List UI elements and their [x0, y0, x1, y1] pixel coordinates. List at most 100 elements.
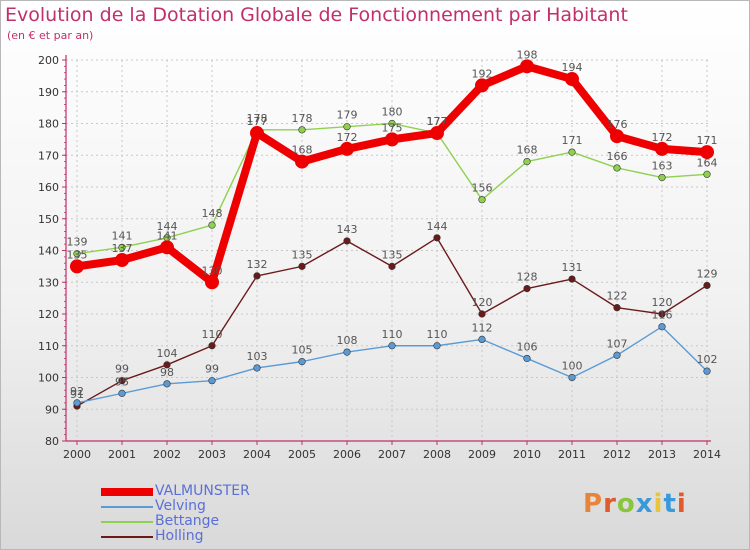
data-point-bettange — [703, 170, 711, 178]
data-point-bettange — [343, 123, 351, 131]
data-label-valmunster: 168 — [292, 144, 313, 157]
data-label-velving: 92 — [70, 385, 84, 398]
legend-label: Bettange — [155, 513, 220, 529]
data-label-holling: 110 — [202, 328, 223, 341]
data-label-bettange: 171 — [562, 134, 583, 147]
data-label-holling: 122 — [607, 290, 628, 303]
data-point-holling — [388, 262, 396, 270]
data-label-bettange: 166 — [607, 150, 628, 163]
data-label-bettange: 141 — [112, 229, 133, 242]
logo-letter: r — [603, 489, 617, 519]
data-label-holling: 104 — [157, 347, 178, 360]
data-point-valmunster — [115, 253, 129, 268]
data-label-velving: 110 — [382, 328, 403, 341]
data-label-holling: 131 — [562, 261, 583, 274]
data-point-velving — [388, 342, 396, 350]
data-label-bettange: 178 — [292, 112, 313, 125]
data-label-velving: 110 — [427, 328, 448, 341]
data-point-valmunster — [70, 259, 84, 274]
x-tick-label: 2001 — [108, 448, 136, 461]
data-point-holling — [568, 275, 576, 283]
data-label-bettange: 179 — [337, 109, 358, 122]
logo-letter: i — [676, 489, 687, 519]
data-point-velving — [613, 351, 621, 359]
data-point-velving — [298, 358, 306, 366]
data-label-holling: 91 — [70, 388, 84, 401]
legend-swatch — [101, 521, 153, 523]
data-label-bettange: 164 — [697, 156, 718, 169]
x-tick-label: 2011 — [558, 448, 586, 461]
data-label-bettange: 139 — [67, 236, 88, 249]
legend-item-holling: Holling — [101, 528, 401, 545]
data-label-holling: 143 — [337, 223, 358, 236]
data-label-holling: 99 — [115, 363, 129, 376]
logo-letter: x — [635, 489, 654, 519]
data-point-velving — [433, 342, 441, 350]
data-label-valmunster: 172 — [652, 131, 673, 144]
data-point-velving — [73, 399, 81, 407]
data-label-valmunster: 198 — [517, 48, 538, 61]
data-point-bettange — [478, 196, 486, 204]
y-tick-label: 190 — [38, 86, 59, 99]
data-label-valmunster: 135 — [67, 248, 88, 261]
data-label-valmunster: 177 — [427, 115, 448, 128]
data-point-bettange — [523, 158, 531, 166]
data-point-valmunster — [385, 132, 399, 147]
x-tick-label: 2010 — [513, 448, 541, 461]
data-point-holling — [118, 377, 126, 385]
data-label-bettange: 144 — [157, 220, 178, 233]
y-tick-label: 160 — [38, 181, 59, 194]
data-label-bettange: 177 — [427, 115, 448, 128]
data-point-bettange — [208, 221, 216, 229]
chart-subtitle: (en € et par an) — [7, 29, 94, 42]
data-label-holling: 129 — [697, 267, 718, 280]
data-label-velving: 98 — [160, 366, 174, 379]
data-label-velving: 116 — [652, 309, 673, 322]
data-label-bettange: 148 — [202, 207, 223, 220]
legend-swatch — [101, 536, 153, 538]
data-point-holling — [343, 237, 351, 245]
logo-letter: o — [616, 489, 636, 519]
data-label-velving: 95 — [115, 375, 129, 388]
data-label-bettange: 180 — [382, 106, 403, 119]
legend-item-valmunster: VALMUNSTER — [101, 483, 401, 500]
data-label-valmunster: 171 — [697, 134, 718, 147]
data-point-valmunster — [295, 154, 309, 169]
data-point-velving — [478, 335, 486, 344]
logo-letter: t — [663, 489, 677, 519]
data-label-valmunster: 130 — [202, 264, 223, 277]
data-label-valmunster: 175 — [382, 121, 403, 134]
x-tick-label: 2012 — [603, 448, 631, 461]
data-point-valmunster — [430, 126, 444, 141]
data-point-valmunster — [250, 126, 264, 141]
legend-item-bettange: Bettange — [101, 513, 401, 530]
data-point-velving — [163, 380, 171, 388]
data-label-valmunster: 192 — [472, 67, 493, 80]
data-point-velving — [703, 367, 711, 375]
data-point-valmunster — [565, 72, 579, 87]
data-label-valmunster: 172 — [337, 131, 358, 144]
x-tick-label: 2002 — [153, 448, 181, 461]
data-point-holling — [163, 361, 171, 369]
x-tick-label: 2013 — [648, 448, 676, 461]
legend-item-velving: Velving — [101, 498, 401, 515]
y-tick-label: 180 — [38, 118, 59, 131]
data-label-valmunster: 194 — [562, 61, 583, 74]
data-point-velving — [253, 364, 261, 372]
data-label-bettange: 156 — [472, 182, 493, 195]
data-label-bettange: 178 — [247, 112, 268, 125]
data-point-valmunster — [160, 240, 174, 255]
data-point-bettange — [568, 148, 576, 156]
y-tick-label: 150 — [38, 213, 59, 226]
y-tick-label: 100 — [38, 372, 59, 385]
data-point-velving — [523, 354, 531, 363]
data-label-valmunster: 137 — [112, 242, 133, 255]
data-point-holling — [208, 342, 216, 350]
data-label-velving: 102 — [697, 353, 718, 366]
data-label-velving: 103 — [247, 350, 268, 363]
data-label-valmunster: 176 — [607, 118, 628, 131]
data-point-valmunster — [655, 141, 669, 156]
data-label-velving: 99 — [205, 363, 219, 376]
data-label-velving: 108 — [337, 334, 358, 347]
